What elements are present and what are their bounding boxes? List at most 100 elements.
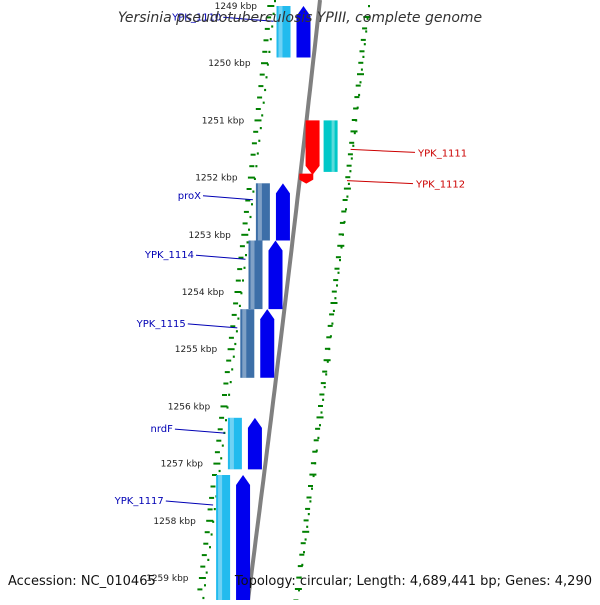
ring-dot [362,55,365,58]
kbp-label: 1257 kbp [161,460,204,470]
ring-dot [209,546,211,549]
gene-bar [323,120,338,172]
tick-mark [216,439,222,442]
ring-dot [212,520,215,523]
ring-dot [319,424,321,427]
tick-mark [333,279,339,282]
ring-dot [228,393,231,396]
gene-bar [276,6,291,58]
ring-dot [334,297,337,300]
tick-mark [339,221,345,224]
ring-dot [366,17,369,20]
ring-dot [360,68,363,71]
tick-mark [327,324,333,327]
gene-bar-highlight [331,120,335,172]
tick-mark [224,371,230,374]
ring-dot [202,596,205,600]
ring-dot [345,208,347,211]
ring-dot [350,157,353,160]
cds-arrow [236,475,251,600]
gene-bar-highlight [229,417,234,470]
ring-dot [337,271,340,274]
kbp-label: 1252 kbp [195,174,238,184]
tick-mark [326,336,332,339]
tick-mark [294,588,302,590]
genome-backbone [246,0,322,601]
ring-dot [353,132,356,135]
ring-dot [264,88,267,92]
tick-mark [251,142,257,145]
tick-mark [347,153,353,156]
tick-mark [310,462,316,465]
tick-mark [324,347,330,350]
ring-dot [204,584,206,587]
ring-dot [271,25,274,28]
tick-mark [316,416,324,419]
gene-label: YPK_1111 [417,148,467,159]
tick-mark [323,359,331,362]
cds-arrow [260,309,275,378]
cds-arrow [296,6,311,58]
ring-dot [234,342,237,346]
tick-mark [363,16,371,18]
ring-dot [232,355,235,358]
ring-dot [322,398,325,401]
label-connector [195,254,246,260]
tick-mark [214,451,220,454]
kbp-label: 1258 kbp [153,517,196,527]
ring-dot [255,165,258,168]
ring-dot [365,30,368,33]
ring-dot [256,152,259,155]
tick-mark [303,519,309,522]
ring-dot [245,254,247,257]
ring-dot [363,43,366,46]
ring-dot [339,259,341,262]
ring-dot [320,411,323,414]
kbp-label: 1251 kbp [202,116,245,126]
ring-dot [237,317,240,320]
tick-mark [334,267,340,270]
ring-dot [359,81,362,84]
tick-mark [235,279,241,282]
cds-arrow [299,173,314,184]
ring-dot [243,266,246,269]
tick-mark [245,199,251,202]
cds-arrow [247,417,262,470]
tick-mark [299,553,305,556]
ring-dot [252,190,255,193]
tick-mark [345,176,351,179]
ring-dot [312,474,315,478]
tick-mark [337,244,345,247]
kbp-label: 1254 kbp [182,288,225,298]
tick-mark [358,61,364,64]
tick-mark [351,119,357,121]
tick-mark [362,27,368,30]
tick-mark [227,348,235,351]
ring-dot [226,406,229,409]
tick-mark [264,27,270,30]
gene-label: YPK_1117 [114,496,164,507]
gene-bar [216,475,231,600]
tick-mark [246,188,252,190]
ring-dot [306,525,309,528]
ring-dot [331,322,334,325]
ring-dot [246,241,249,244]
tick-mark [233,302,239,305]
tick-mark [319,393,325,396]
gene-bar [227,417,242,470]
tick-mark [206,519,214,522]
ring-dot [349,170,352,173]
tick-mark [249,165,255,168]
gene-label: nrdF [151,424,174,435]
ring-dot [210,533,213,536]
tick-mark [343,187,351,190]
ring-dot [265,76,268,79]
tick-mark [354,96,360,99]
ring-dot [340,246,343,249]
ring-dot [303,551,305,554]
tick-mark [320,382,326,385]
gene-bar [240,309,255,378]
ring-dot [323,386,326,389]
ring-dot [311,487,313,490]
